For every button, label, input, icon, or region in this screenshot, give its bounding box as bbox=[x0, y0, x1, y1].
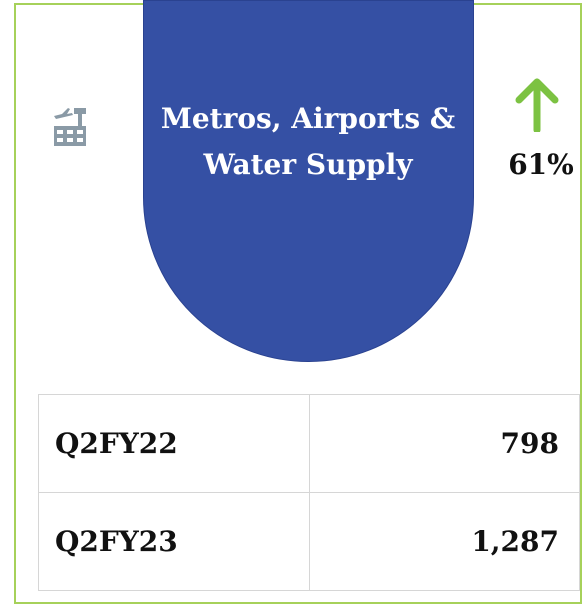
table-row: Q2FY22 798 bbox=[38, 394, 580, 493]
table-row: Q2FY23 1,287 bbox=[38, 492, 580, 591]
value: 1,287 bbox=[308, 492, 580, 591]
up-arrow bbox=[515, 78, 559, 132]
period: Q2FY22 bbox=[38, 394, 310, 493]
data-table: Q2FY22 798 Q2FY23 1,287 bbox=[38, 394, 580, 591]
card-title: Metros, Airports & Water Supply bbox=[160, 102, 456, 181]
change-percent: 61% bbox=[508, 148, 574, 181]
airport-icon bbox=[54, 108, 86, 146]
title-badge bbox=[143, 0, 474, 362]
value: 798 bbox=[308, 394, 580, 493]
period: Q2FY23 bbox=[38, 492, 310, 591]
